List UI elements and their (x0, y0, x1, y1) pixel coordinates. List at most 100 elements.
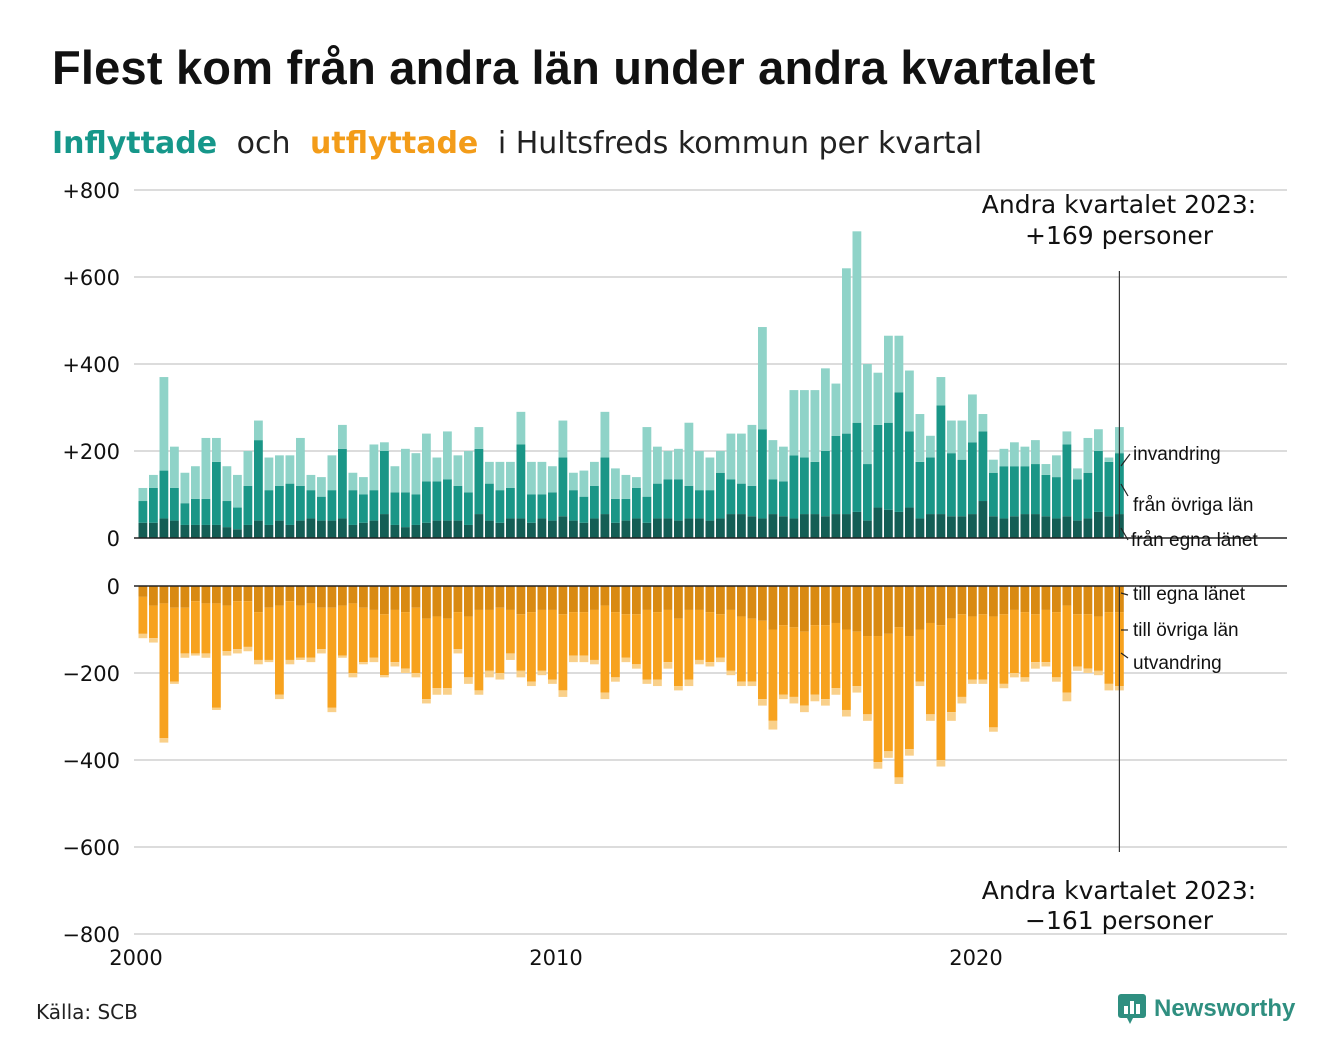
bar-out-0 (306, 586, 316, 604)
bar-in-1 (464, 492, 473, 525)
bar-out-0 (1083, 586, 1093, 615)
bar-out-2 (201, 653, 211, 658)
y-tick-label: 0 (107, 575, 120, 599)
bar-in-1 (1062, 444, 1072, 517)
bar-out-1 (495, 607, 505, 673)
bar-in-1 (989, 472, 998, 517)
bar-in-1 (1020, 466, 1030, 515)
bar-in-2 (474, 427, 484, 449)
bar-out-2 (537, 670, 547, 676)
y-tick-label: 0 (107, 527, 120, 551)
bar-in-1 (632, 487, 641, 519)
bar-out-2 (275, 694, 284, 700)
bar-out-1 (264, 607, 274, 660)
y-axis-labels: +800 +600 +400 +200 0 0 −200 −400 −600 −800 (62, 179, 120, 947)
bar-in-1 (453, 485, 463, 521)
bar-out-2 (905, 749, 914, 756)
bar-out-2 (485, 670, 494, 678)
bar-in-0 (663, 518, 673, 538)
bar-in-1 (863, 464, 872, 521)
bar-in-0 (170, 520, 179, 538)
bar-in-2 (149, 474, 158, 488)
bar-in-2 (1031, 440, 1040, 465)
bar-in-1 (642, 496, 652, 523)
brand-logo: Newsworthy (1118, 994, 1295, 1024)
bar-in-1 (842, 433, 851, 515)
bar-in-0 (327, 520, 337, 538)
bar-out-2 (1094, 670, 1103, 676)
bar-out-2 (558, 690, 568, 697)
bar-in-0 (464, 524, 473, 538)
bar-in-2 (1073, 468, 1082, 480)
bar-out-0 (579, 586, 589, 613)
bar-out-0 (894, 586, 904, 628)
bar-out-0 (495, 586, 505, 608)
bar-out-1 (243, 601, 253, 647)
bar-in-1 (1083, 472, 1093, 519)
bar-out-1 (621, 614, 631, 658)
bar-out-0 (632, 586, 641, 615)
bar-in-1 (348, 490, 358, 525)
bar-out-2 (1041, 662, 1051, 667)
bar-out-1 (1073, 614, 1082, 667)
label-till-ovriga: till övriga län (1133, 620, 1239, 641)
bar-out-1 (600, 605, 610, 693)
x-tick-label: 2020 (949, 946, 1002, 970)
bar-in-2 (422, 433, 431, 482)
bar-out-0 (926, 586, 935, 623)
bar-out-1 (296, 605, 305, 658)
bar-out-0 (569, 586, 578, 613)
bar-in-1 (758, 429, 767, 519)
bar-out-0 (1052, 586, 1061, 613)
bar-out-0 (411, 586, 421, 608)
label-leader (1120, 592, 1129, 596)
bar-in-2 (884, 335, 893, 423)
bar-out-1 (747, 618, 757, 682)
bar-in-0 (317, 520, 326, 538)
bar-in-1 (537, 494, 547, 519)
bar-in-2 (369, 444, 379, 491)
y-tick-label: −200 (62, 662, 120, 686)
bar-in-1 (485, 483, 494, 521)
bar-out-1 (905, 636, 914, 750)
bar-out-0 (947, 586, 956, 619)
bar-in-1 (999, 466, 1009, 519)
bar-in-1 (1073, 479, 1082, 521)
bar-out-2 (695, 659, 704, 665)
bar-out-0 (548, 586, 557, 610)
bar-in-0 (989, 516, 998, 538)
bar-out-0 (338, 586, 347, 606)
bar-in-2 (485, 461, 494, 484)
y-tick-label: +800 (62, 179, 120, 203)
bar-out-0 (464, 586, 473, 617)
bar-out-1 (1094, 616, 1103, 671)
bar-out-1 (285, 601, 295, 660)
bar-out-1 (443, 618, 452, 689)
bar-in-2 (926, 435, 935, 458)
bar-in-2 (401, 448, 410, 493)
bar-out-2 (569, 655, 578, 663)
chart-title: Flest kom från andra län under andra kva… (52, 41, 1096, 94)
bar-in-2 (947, 420, 956, 454)
bar-out-1 (947, 618, 956, 713)
bar-in-1 (1010, 466, 1019, 517)
bar-in-2 (569, 472, 578, 491)
bar-in-0 (1052, 518, 1061, 538)
subtitle-inflyttade: Inflyttade (52, 126, 218, 161)
bar-in-0 (800, 514, 809, 538)
bar-out-2 (359, 662, 368, 665)
bar-out-1 (338, 605, 347, 656)
subtitle-rest: i Hultsfreds kommun per kvartal (497, 126, 983, 161)
bar-in-2 (695, 451, 704, 491)
bar-in-1 (212, 461, 221, 525)
bar-out-1 (464, 616, 473, 678)
bar-out-2 (327, 707, 337, 713)
bar-in-1 (1104, 461, 1114, 517)
bar-in-0 (348, 524, 358, 538)
bar-out-1 (401, 612, 410, 669)
bar-out-1 (306, 603, 316, 658)
bar-out-1 (957, 614, 967, 697)
bar-out-2 (401, 668, 410, 673)
bar-out-2 (863, 714, 872, 721)
bar-out-2 (747, 681, 757, 687)
